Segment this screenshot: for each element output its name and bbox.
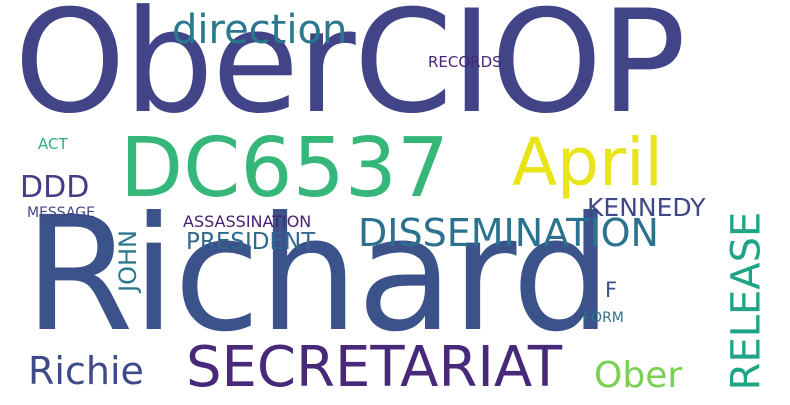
word-act: ACT — [38, 135, 68, 153]
word-release: RELEASE — [723, 211, 770, 391]
word-secretariat: SECRETARIAT — [186, 335, 563, 400]
word-dissemination: DISSEMINATION — [358, 211, 659, 255]
word-ddd: DDD — [20, 170, 90, 205]
word-april: April — [512, 124, 663, 201]
word-dc6537: DC6537 — [120, 121, 450, 216]
word-direction: direction — [172, 7, 348, 53]
word-assassination: ASSASSINATION — [183, 212, 312, 231]
word-message: MESSAGE — [27, 205, 95, 221]
word-richie: Richie — [28, 349, 144, 393]
word-john: JOHN — [113, 230, 142, 292]
word-obercio: OberCIOP — [14, 0, 686, 145]
word-kennedy: KENNEDY — [587, 193, 706, 222]
word-records: RECORDS — [428, 53, 502, 71]
word-form: FORM — [583, 310, 624, 326]
word-president: PRESIDENT — [186, 229, 316, 255]
word-ober: Ober — [594, 355, 683, 396]
word-f: F — [605, 278, 618, 302]
word-richard: Richard — [24, 183, 612, 367]
